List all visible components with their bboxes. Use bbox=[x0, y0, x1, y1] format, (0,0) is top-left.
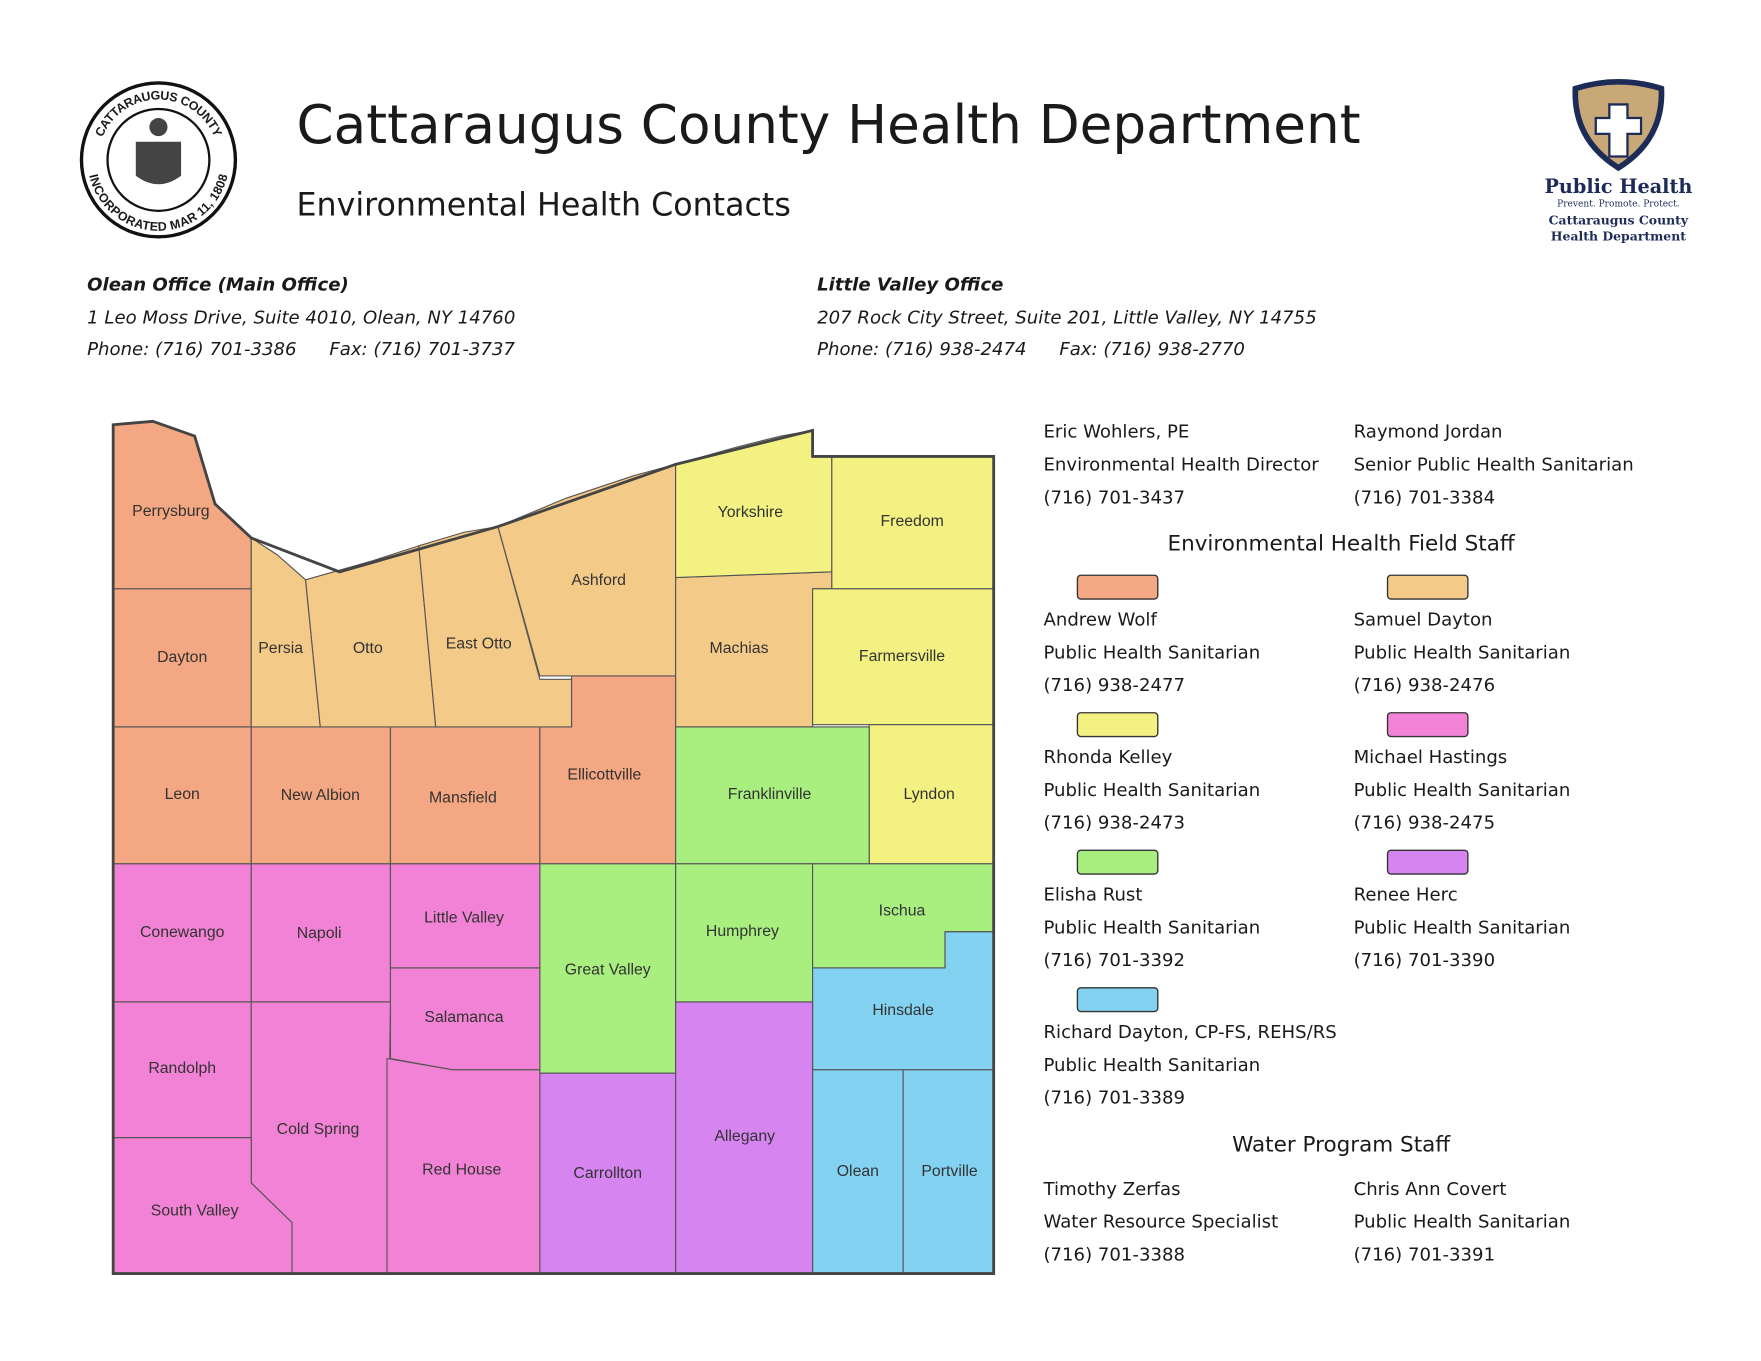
town-label: Cold Spring bbox=[277, 1121, 360, 1138]
town-label: Portville bbox=[921, 1163, 977, 1180]
town-label: Hinsdale bbox=[872, 1002, 934, 1019]
office-fax: Fax: (716) 701-3737 bbox=[329, 339, 515, 360]
office-address: 1 Leo Moss Drive, Suite 4010, Olean, NY … bbox=[87, 307, 515, 328]
town-area bbox=[418, 525, 573, 728]
public-health-logo: Public Health Prevent. Promote. Protect.… bbox=[1544, 78, 1692, 243]
town-label: Ellicottville bbox=[567, 767, 641, 784]
contact-phone: (716) 701-3391 bbox=[1354, 1244, 1496, 1265]
town-label: Napoli bbox=[297, 925, 342, 942]
contact-phone: (716) 938-2477 bbox=[1043, 675, 1185, 696]
town-label: Yorkshire bbox=[718, 504, 784, 521]
color-swatch bbox=[1386, 574, 1469, 600]
contact-role: Public Health Sanitarian bbox=[1043, 1055, 1260, 1076]
town-label: Salamanca bbox=[424, 1009, 503, 1026]
county-seal: CATTARAUGUS COUNTY INCORPORATED MAR 11, … bbox=[79, 81, 238, 239]
contact-role: Public Health Sanitarian bbox=[1354, 642, 1571, 663]
town-label: Allegany bbox=[714, 1128, 775, 1145]
contact-role: Water Resource Specialist bbox=[1043, 1212, 1278, 1233]
contact-phone: (716) 701-3389 bbox=[1043, 1088, 1185, 1109]
title: Cattaraugus County Health Department bbox=[297, 94, 1361, 156]
contact-name: Andrew Wolf bbox=[1043, 610, 1157, 631]
logo-line: Cattaraugus County bbox=[1549, 213, 1689, 228]
contact-phone: (716) 701-3392 bbox=[1043, 950, 1185, 971]
town-label: Olean bbox=[837, 1163, 879, 1180]
town-label: Humphrey bbox=[706, 923, 779, 940]
contact-role: Public Health Sanitarian bbox=[1043, 780, 1260, 801]
town-label: Ischua bbox=[879, 903, 926, 920]
contact-name: Chris Ann Covert bbox=[1354, 1179, 1507, 1200]
county-map: Perrysburg Dayton Leon New Albion Mansfield E… bbox=[111, 419, 996, 1275]
contact-role: Public Health Sanitarian bbox=[1354, 917, 1571, 938]
contact-name: Samuel Dayton bbox=[1354, 610, 1493, 631]
section-heading: Water Program Staff bbox=[1232, 1133, 1451, 1158]
office-address: 207 Rock City Street, Suite 201, Little … bbox=[817, 307, 1317, 328]
town-label: Randolph bbox=[148, 1060, 216, 1077]
contact-name: Renee Herc bbox=[1354, 885, 1458, 906]
town-label: Mansfield bbox=[429, 789, 497, 806]
section-heading: Environmental Health Field Staff bbox=[1168, 532, 1516, 557]
town-label: Machias bbox=[710, 640, 769, 657]
contact-role: Public Health Sanitarian bbox=[1043, 917, 1260, 938]
contact-name: Elisha Rust bbox=[1043, 885, 1142, 906]
contact-role: Environmental Health Director bbox=[1043, 454, 1319, 475]
office-phone: Phone: (716) 938-2474 bbox=[817, 339, 1026, 360]
office-name: Olean Office (Main Office) bbox=[87, 275, 349, 296]
color-swatch bbox=[1386, 712, 1469, 738]
town-label: Red House bbox=[422, 1162, 501, 1179]
town-label: East Otto bbox=[446, 635, 512, 652]
town-label: South Valley bbox=[151, 1202, 239, 1219]
town-label: Freedom bbox=[881, 513, 944, 530]
contact-role: Public Health Sanitarian bbox=[1354, 1212, 1571, 1233]
town-label: New Albion bbox=[281, 787, 360, 804]
town-label: Persia bbox=[258, 640, 303, 657]
office-fax: Fax: (716) 938-2770 bbox=[1059, 339, 1245, 360]
town-label: Otto bbox=[353, 640, 383, 657]
color-swatch bbox=[1076, 849, 1159, 875]
contact-name: Richard Dayton, CP-FS, REHS/RS bbox=[1043, 1022, 1336, 1043]
contact-name: Timothy Zerfas bbox=[1042, 1179, 1180, 1200]
color-swatch bbox=[1076, 574, 1159, 600]
color-swatch bbox=[1076, 712, 1159, 738]
town-label: Dayton bbox=[157, 649, 207, 666]
contact-phone: (716) 701-3384 bbox=[1354, 487, 1496, 508]
logo-tagline: Prevent. Promote. Protect. bbox=[1557, 200, 1680, 210]
town-area bbox=[304, 545, 437, 728]
town-label: Ashford bbox=[571, 572, 626, 589]
office-name: Little Valley Office bbox=[817, 275, 1003, 296]
contact-phone: (716) 938-2476 bbox=[1354, 675, 1496, 696]
town-label: Carrollton bbox=[573, 1165, 642, 1182]
town-label: Conewango bbox=[140, 924, 225, 941]
contact-phone: (716) 701-3388 bbox=[1043, 1244, 1185, 1265]
logo-line: Health Department bbox=[1551, 228, 1686, 243]
town-label: Great Valley bbox=[565, 961, 651, 978]
contact-name: Eric Wohlers, PE bbox=[1043, 422, 1189, 443]
subtitle: Environmental Health Contacts bbox=[297, 187, 791, 223]
contact-phone: (716) 701-3437 bbox=[1043, 487, 1185, 508]
contact-role: Senior Public Health Sanitarian bbox=[1354, 454, 1634, 475]
office-phone: Phone: (716) 701-3386 bbox=[87, 339, 296, 360]
town-area bbox=[386, 1057, 541, 1275]
town-area bbox=[250, 536, 321, 728]
contact-role: Public Health Sanitarian bbox=[1043, 642, 1260, 663]
color-swatch bbox=[1076, 987, 1159, 1013]
contact-role: Public Health Sanitarian bbox=[1354, 780, 1571, 801]
contact-name: Raymond Jordan bbox=[1354, 422, 1503, 443]
logo-name: Public Health bbox=[1544, 175, 1692, 198]
contact-phone: (716) 701-3390 bbox=[1354, 950, 1496, 971]
town-label: Lyndon bbox=[903, 786, 954, 803]
contact-phone: (716) 938-2475 bbox=[1354, 813, 1496, 834]
county-outline bbox=[111, 419, 996, 1275]
color-swatch bbox=[1386, 849, 1469, 875]
town-label: Franklinville bbox=[728, 786, 812, 803]
town-label: Little Valley bbox=[424, 909, 504, 926]
town-label: Farmersville bbox=[859, 648, 945, 665]
contact-phone: (716) 938-2473 bbox=[1043, 813, 1185, 834]
town-label: Leon bbox=[165, 786, 200, 803]
town-label: Perrysburg bbox=[132, 503, 209, 520]
contact-name: Rhonda Kelley bbox=[1043, 747, 1172, 768]
contact-name: Michael Hastings bbox=[1354, 747, 1508, 768]
